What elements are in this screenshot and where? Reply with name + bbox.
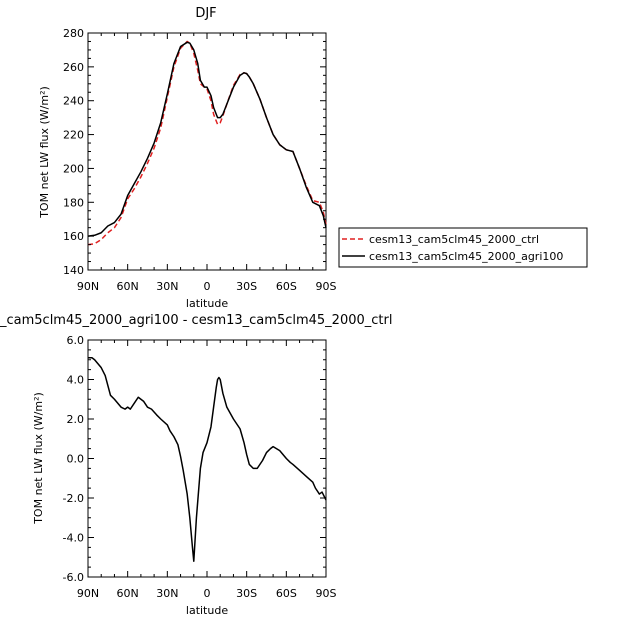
top-panel: DJF 90N 60N 30N 0 30S 60S 90S 140 160 180 200 220 24… (38, 6, 588, 310)
bottom-y-tick-label: 0.0 (67, 453, 85, 466)
legend: cesm13_cam5clm45_2000_ctrl cesm13_cam5cl… (338, 227, 588, 268)
top-x-tick-label: 0 (204, 280, 211, 293)
legend-label-ctrl: cesm13_cam5clm45_2000_ctrl (369, 233, 539, 246)
bottom-x-tick-label: 90S (316, 587, 337, 600)
top-x-axis-label: latitude (186, 297, 228, 310)
bottom-y-tick-label: -6.0 (63, 571, 84, 584)
bottom-y-tick-label: 6.0 (67, 334, 85, 347)
bottom-y-tick-label: -4.0 (63, 532, 84, 545)
bottom-x-tick-label: 60N (117, 587, 139, 600)
bottom-y-axis-label: TOM net LW flux (W/m²) (32, 392, 45, 525)
top-chart-title: DJF (195, 6, 216, 21)
bottom-x-tick-label: 90N (77, 587, 99, 600)
bottom-x-axis-label: latitude (186, 604, 228, 617)
bottom-x-tick-label: 0 (204, 587, 211, 600)
top-y-tick-label: 180 (63, 196, 84, 209)
bottom-x-tick-label: 30N (156, 587, 178, 600)
top-x-tick-label: 90S (316, 280, 337, 293)
bottom-chart-title: _cam5clm45_2000_agri100 - cesm13_cam5clm… (0, 313, 392, 328)
top-y-tick-label: 200 (63, 162, 84, 175)
bottom-y-tick-label: -2.0 (63, 492, 84, 505)
bottom-panel: _cam5clm45_2000_agri100 - cesm13_cam5clm… (0, 313, 392, 617)
legend-box (338, 227, 588, 268)
top-x-tick-label: 60N (117, 280, 139, 293)
bottom-series-line-0 (88, 357, 327, 562)
bottom-y-tick-label: 4.0 (67, 374, 85, 387)
bottom-plot-frame (87, 339, 327, 578)
top-y-tick-label: 140 (63, 264, 84, 277)
top-y-tick-label: 260 (63, 61, 84, 74)
top-x-tick-label: 90N (77, 280, 99, 293)
top-y-tick-label: 220 (63, 129, 84, 142)
top-y-tick-label: 240 (63, 95, 84, 108)
top-series-line-0 (87, 40, 327, 246)
top-y-axis-label: TOM net LW flux (W/m²) (38, 86, 51, 219)
top-x-tick-label: 30S (236, 280, 257, 293)
top-series-line-1 (87, 41, 327, 237)
top-x-tick-label: 30N (156, 280, 178, 293)
top-x-tick-label: 60S (276, 280, 297, 293)
bottom-x-tick-label: 30S (236, 587, 257, 600)
bottom-y-tick-label: 2.0 (67, 413, 85, 426)
legend-label-agri100: cesm13_cam5clm45_2000_agri100 (369, 250, 563, 263)
bottom-x-tick-label: 60S (276, 587, 297, 600)
top-y-tick-label: 280 (63, 27, 84, 40)
top-y-tick-label: 160 (63, 230, 84, 243)
